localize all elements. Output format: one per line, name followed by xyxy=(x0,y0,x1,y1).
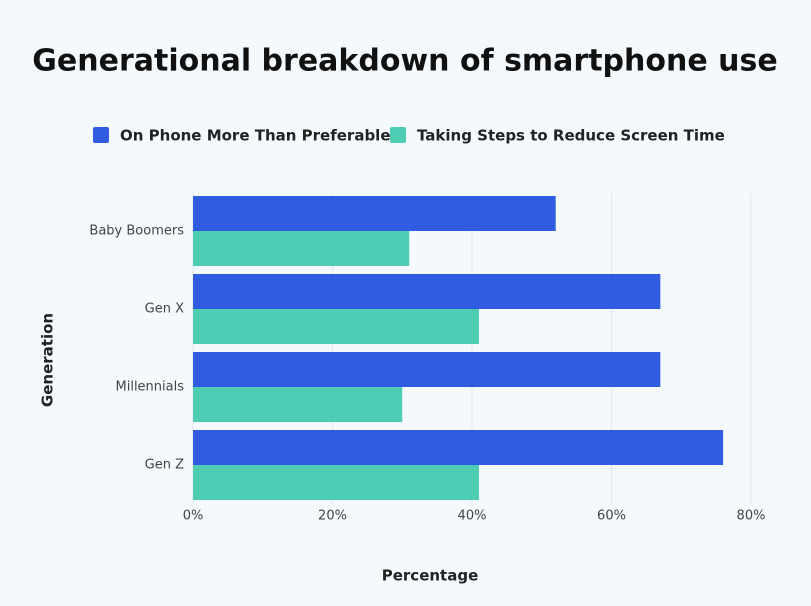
legend-swatch xyxy=(390,127,406,143)
x-tick-label: 20% xyxy=(318,509,347,524)
bar xyxy=(193,387,403,422)
legend-label: On Phone More Than Preferable xyxy=(120,127,391,145)
y-tick-label: Millennials xyxy=(116,380,185,395)
y-tick-label: Gen Z xyxy=(145,458,184,473)
bar xyxy=(193,231,410,266)
legend-label: Taking Steps to Reduce Screen Time xyxy=(417,127,725,145)
y-tick-label: Gen X xyxy=(145,302,184,317)
bar xyxy=(193,465,479,500)
bar xyxy=(193,196,556,231)
chart-title: Generational breakdown of smartphone use xyxy=(32,44,777,79)
y-tick-label: Baby Boomers xyxy=(89,224,184,239)
legend-swatch xyxy=(93,127,109,143)
x-tick-label: 40% xyxy=(458,509,487,524)
bar xyxy=(193,430,724,465)
x-axis-title: Percentage xyxy=(382,567,479,585)
x-tick-label: 60% xyxy=(597,509,626,524)
bar xyxy=(193,274,661,309)
y-axis-title: Generation xyxy=(39,313,57,407)
bar xyxy=(193,309,479,344)
x-tick-label: 0% xyxy=(183,509,204,524)
bar xyxy=(193,352,661,387)
x-tick-label: 80% xyxy=(737,509,766,524)
